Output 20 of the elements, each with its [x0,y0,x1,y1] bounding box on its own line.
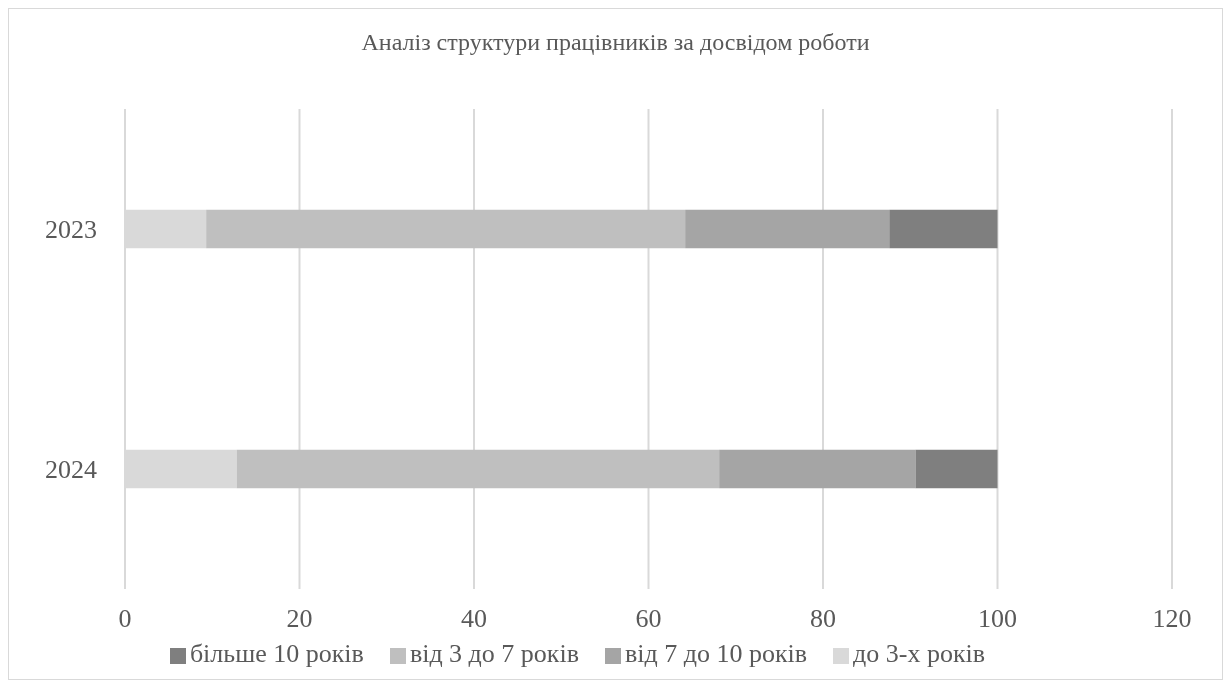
x-tick-label: 40 [461,604,487,634]
bar [236,449,720,489]
bar [889,209,998,249]
y-tick-label: 2024 [45,455,97,485]
bar [206,209,686,249]
legend-label: до 3-х років [853,639,986,668]
legend-label: більше 10 років [189,639,364,668]
bar [719,449,916,489]
bar [685,209,890,249]
legend-label: від 3 до 7 років [409,639,579,668]
x-tick-label: 80 [810,604,836,634]
x-tick-label: 20 [286,604,313,634]
legend-label: від 7 до 10 років [624,639,808,668]
x-tick-label: 100 [978,604,1017,634]
x-tick-label: 0 [118,604,132,634]
y-tick-label: 2023 [45,215,97,245]
x-tick-label: 120 [1152,604,1192,634]
x-tick-label: 60 [635,604,662,634]
bar [915,449,998,489]
chart-title: Аналіз структури працівників за досвідом роботи [360,29,871,56]
